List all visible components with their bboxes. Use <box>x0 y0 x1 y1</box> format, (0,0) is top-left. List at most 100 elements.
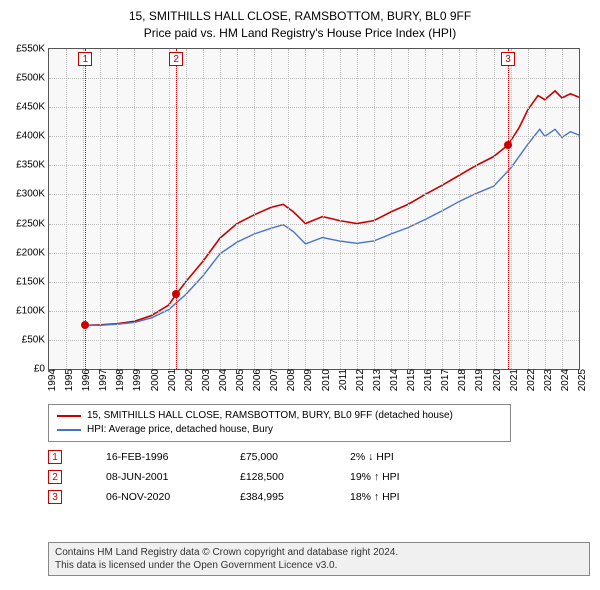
x-tick-label: 2001 <box>163 369 178 391</box>
gridline-v <box>528 49 529 369</box>
x-tick-label: 2020 <box>488 369 503 391</box>
x-tick-label: 1996 <box>77 369 92 391</box>
x-tick-label: 2002 <box>180 369 195 391</box>
gridline-v <box>152 49 153 369</box>
x-tick-label: 2000 <box>146 369 161 391</box>
x-tick-label: 2018 <box>453 369 468 391</box>
title-line2: Price paid vs. HM Land Registry's House … <box>0 25 600 42</box>
gridline-h <box>49 282 579 283</box>
gridline-h <box>49 78 579 79</box>
event-table-marker: 2 <box>48 470 62 484</box>
gridline-v <box>476 49 477 369</box>
gridline-v <box>203 49 204 369</box>
event-pct: 19% ↑ HPI <box>350 468 490 488</box>
x-tick-label: 2006 <box>248 369 263 391</box>
x-tick-label: 2007 <box>265 369 280 391</box>
x-tick-label: 1994 <box>43 369 58 391</box>
event-pct: 2% ↓ HPI <box>350 448 490 468</box>
event-price: £384,995 <box>240 488 350 508</box>
chart-plot-area: £0£50K£100K£150K£200K£250K£300K£350K£400… <box>48 48 580 370</box>
x-tick-label: 2022 <box>522 369 537 391</box>
events-table: 116-FEB-1996£75,0002% ↓ HPI208-JUN-2001£… <box>48 448 490 508</box>
title-block: 15, SMITHILLS HALL CLOSE, RAMSBOTTOM, BU… <box>0 0 600 42</box>
x-tick-label: 2019 <box>470 369 485 391</box>
gridline-v <box>459 49 460 369</box>
event-line <box>508 49 509 369</box>
x-tick-label: 2010 <box>317 369 332 391</box>
x-tick-label: 2025 <box>573 369 588 391</box>
gridline-v <box>169 49 170 369</box>
chart-lines-svg <box>49 49 579 369</box>
legend-label: HPI: Average price, detached house, Bury <box>87 423 273 437</box>
footer-box: Contains HM Land Registry data © Crown c… <box>48 542 590 576</box>
event-line <box>176 49 177 369</box>
gridline-v <box>117 49 118 369</box>
x-tick-label: 2016 <box>419 369 434 391</box>
event-price: £128,500 <box>240 468 350 488</box>
gridline-h <box>49 136 579 137</box>
event-marker: 2 <box>169 52 183 66</box>
legend-swatch <box>57 415 81 417</box>
legend-box: 15, SMITHILLS HALL CLOSE, RAMSBOTTOM, BU… <box>48 404 511 442</box>
x-tick-label: 2014 <box>385 369 400 391</box>
legend-row: HPI: Average price, detached house, Bury <box>57 423 502 437</box>
x-tick-label: 1998 <box>111 369 126 391</box>
gridline-v <box>66 49 67 369</box>
gridline-v <box>305 49 306 369</box>
gridline-v <box>220 49 221 369</box>
gridline-v <box>391 49 392 369</box>
y-tick-label: £150K <box>16 276 49 287</box>
x-tick-label: 1995 <box>60 369 75 391</box>
events-table-row: 2 08-JUN-2001£128,50019% ↑ HPI <box>48 468 490 488</box>
footer-line1: Contains HM Land Registry data © Crown c… <box>55 546 583 559</box>
event-date: 08-JUN-2001 <box>106 468 240 488</box>
gridline-h <box>49 107 579 108</box>
gridline-v <box>425 49 426 369</box>
gridline-v <box>562 49 563 369</box>
gridline-v <box>511 49 512 369</box>
footer-line2: This data is licensed under the Open Gov… <box>55 559 583 572</box>
gridline-h <box>49 253 579 254</box>
x-tick-label: 2009 <box>299 369 314 391</box>
gridline-v <box>340 49 341 369</box>
gridline-v <box>288 49 289 369</box>
y-tick-label: £450K <box>16 102 49 113</box>
event-marker: 1 <box>78 52 92 66</box>
gridline-v <box>323 49 324 369</box>
y-tick-label: £100K <box>16 305 49 316</box>
gridline-v <box>545 49 546 369</box>
y-tick-label: £400K <box>16 131 49 142</box>
gridline-h <box>49 311 579 312</box>
gridline-v <box>254 49 255 369</box>
event-price: £75,000 <box>240 448 350 468</box>
sale-point-dot <box>172 290 180 298</box>
y-tick-label: £350K <box>16 160 49 171</box>
event-table-marker: 1 <box>48 450 62 464</box>
y-tick-label: £550K <box>16 44 49 55</box>
gridline-h <box>49 165 579 166</box>
gridline-h <box>49 194 579 195</box>
gridline-v <box>408 49 409 369</box>
series-line-hpi <box>85 129 579 325</box>
legend-swatch <box>57 429 81 431</box>
y-tick-label: £200K <box>16 247 49 258</box>
gridline-h <box>49 340 579 341</box>
x-tick-label: 2015 <box>402 369 417 391</box>
x-tick-label: 1999 <box>128 369 143 391</box>
sale-point-dot <box>81 321 89 329</box>
x-tick-label: 1997 <box>94 369 109 391</box>
event-marker: 3 <box>501 52 515 66</box>
gridline-v <box>100 49 101 369</box>
x-tick-label: 2024 <box>556 369 571 391</box>
legend-label: 15, SMITHILLS HALL CLOSE, RAMSBOTTOM, BU… <box>87 409 453 423</box>
x-tick-label: 2005 <box>231 369 246 391</box>
event-table-marker: 3 <box>48 490 62 504</box>
gridline-v <box>134 49 135 369</box>
sale-point-dot <box>504 141 512 149</box>
x-tick-label: 2008 <box>282 369 297 391</box>
y-tick-label: £50K <box>22 334 49 345</box>
title-line1: 15, SMITHILLS HALL CLOSE, RAMSBOTTOM, BU… <box>0 8 600 25</box>
x-tick-label: 2011 <box>334 369 349 391</box>
gridline-v <box>237 49 238 369</box>
gridline-v <box>494 49 495 369</box>
